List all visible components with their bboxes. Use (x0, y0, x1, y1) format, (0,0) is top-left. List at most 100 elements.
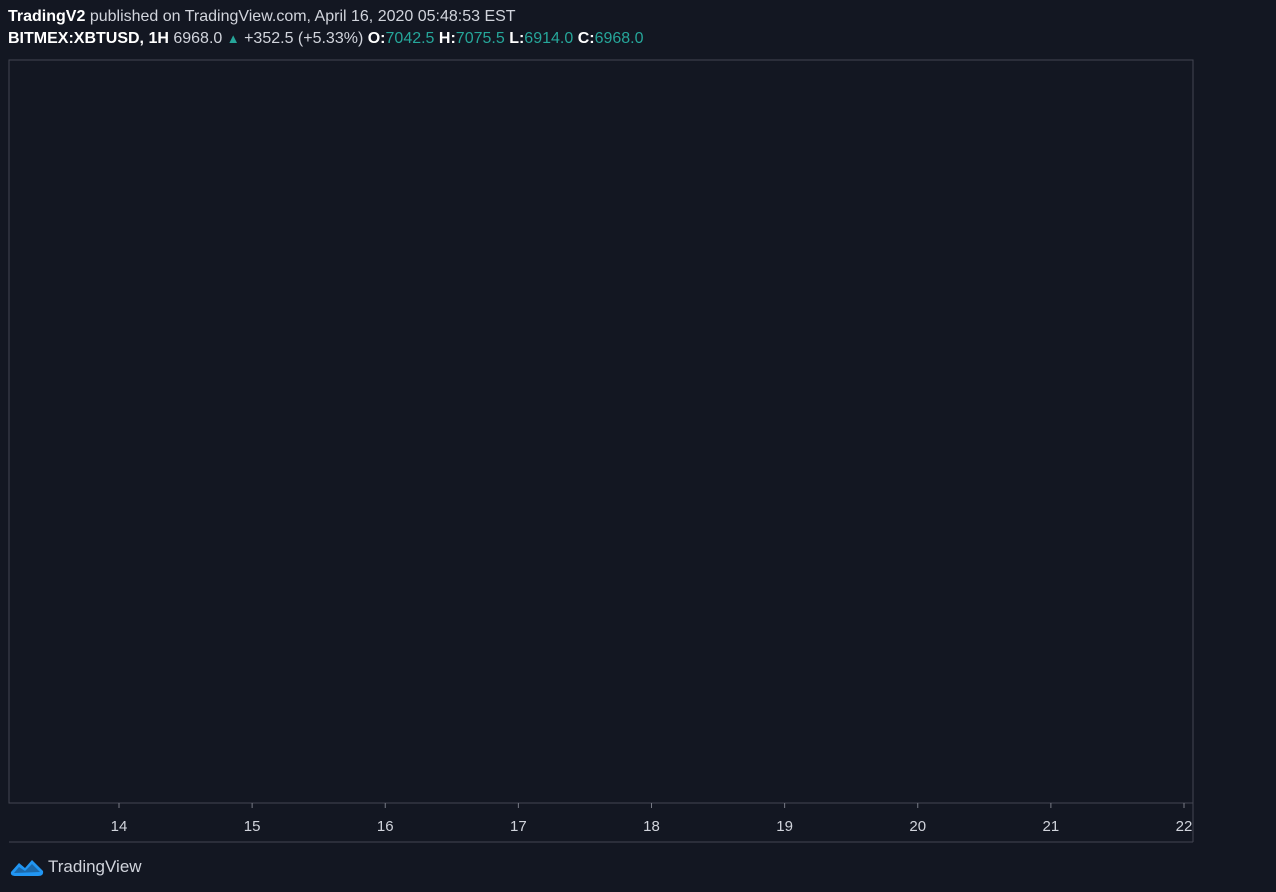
candle[interactable] (42, 0, 45, 61)
ohlc-line: BITMEX:XBTUSD, 1H 6968.0 ▲ +352.5 (+5.33… (8, 28, 1268, 50)
candle[interactable] (314, 0, 317, 61)
candle[interactable] (225, 0, 228, 61)
candle[interactable] (25, 0, 28, 61)
candle[interactable] (192, 0, 195, 61)
candle[interactable] (419, 0, 422, 61)
candle[interactable] (336, 0, 339, 61)
candle[interactable] (175, 0, 178, 61)
candle[interactable] (125, 0, 128, 61)
candle[interactable] (386, 0, 389, 61)
candle[interactable] (364, 0, 367, 61)
candle[interactable] (136, 0, 139, 61)
candle[interactable] (270, 0, 273, 61)
candle[interactable] (81, 0, 84, 61)
candle[interactable] (59, 0, 62, 61)
candle[interactable] (342, 0, 345, 61)
candle[interactable] (92, 0, 95, 61)
candle[interactable] (292, 0, 295, 61)
candle[interactable] (75, 0, 78, 61)
candle[interactable] (103, 0, 106, 61)
candle[interactable] (319, 0, 322, 61)
candle[interactable] (236, 0, 239, 61)
candle[interactable] (264, 0, 267, 61)
candle[interactable] (297, 0, 300, 61)
candle[interactable] (403, 0, 406, 61)
candle[interactable] (397, 0, 400, 61)
x-tick-label: 17 (510, 818, 527, 835)
candle[interactable] (153, 0, 156, 61)
published-info: published on TradingView.com, April 16, … (89, 8, 516, 25)
chart-header: TradingV2 published on TradingView.com, … (8, 6, 1268, 50)
low-value: 6914.0 (524, 30, 574, 47)
candle[interactable] (114, 0, 117, 61)
x-tick-label: 16 (377, 818, 394, 835)
candle[interactable] (258, 0, 261, 61)
candles[interactable] (25, 0, 439, 61)
candle[interactable] (242, 0, 245, 61)
x-tick-label: 15 (244, 818, 261, 835)
tradingview-brand[interactable]: TradingView (48, 857, 142, 876)
candle[interactable] (380, 0, 383, 61)
candle[interactable] (37, 0, 40, 61)
close-label: C: (577, 30, 595, 47)
candle[interactable] (331, 0, 334, 61)
candle[interactable] (430, 0, 433, 61)
candle[interactable] (425, 0, 428, 61)
high-value: 7075.5 (455, 30, 505, 47)
candle[interactable] (353, 0, 356, 61)
x-tick-label: 20 (909, 818, 926, 835)
candle[interactable] (220, 0, 223, 61)
up-triangle-icon: ▲ (226, 31, 240, 46)
candle[interactable] (375, 0, 378, 61)
footer: TradingView (10, 854, 142, 880)
candle[interactable] (159, 0, 162, 61)
candle[interactable] (164, 0, 167, 61)
candle[interactable] (48, 0, 51, 61)
open-value: 7042.5 (385, 30, 435, 47)
candle[interactable] (31, 0, 34, 61)
candle[interactable] (358, 0, 361, 61)
candle[interactable] (53, 0, 56, 61)
candle[interactable] (186, 0, 189, 61)
candle[interactable] (181, 0, 184, 61)
candle[interactable] (70, 0, 73, 61)
tradingview-logo-icon[interactable] (10, 856, 44, 878)
candle[interactable] (247, 0, 250, 61)
candle[interactable] (170, 0, 173, 61)
candle[interactable] (64, 0, 67, 61)
low-label: L: (509, 30, 525, 47)
candle[interactable] (109, 0, 112, 61)
candle[interactable] (392, 0, 395, 61)
candle[interactable] (197, 0, 200, 61)
candle[interactable] (208, 0, 211, 61)
candle[interactable] (436, 0, 439, 61)
candle[interactable] (408, 0, 411, 61)
candle[interactable] (414, 0, 417, 61)
candle[interactable] (142, 0, 145, 61)
candle[interactable] (214, 0, 217, 61)
publish-line: TradingV2 published on TradingView.com, … (8, 6, 1268, 28)
time-axis[interactable]: 14 15 16 17 18 19 20 21 22 (111, 803, 1193, 835)
candle[interactable] (86, 0, 89, 61)
candle[interactable] (308, 0, 311, 61)
symbol-label[interactable]: BITMEX:XBTUSD, 1H (8, 30, 169, 47)
candle[interactable] (253, 0, 256, 61)
author-name[interactable]: TradingV2 (8, 8, 86, 25)
candle[interactable] (120, 0, 123, 61)
candle[interactable] (131, 0, 134, 61)
candle[interactable] (147, 0, 150, 61)
candle[interactable] (369, 0, 372, 61)
candle[interactable] (98, 0, 101, 61)
x-tick-label: 18 (643, 818, 660, 835)
candle[interactable] (203, 0, 206, 61)
candle[interactable] (347, 0, 350, 61)
high-label: H: (438, 30, 456, 47)
x-tick-label: 19 (776, 818, 793, 835)
candle[interactable] (281, 0, 284, 61)
candle[interactable] (325, 0, 328, 61)
candle[interactable] (231, 0, 234, 61)
candle[interactable] (303, 0, 306, 61)
candle[interactable] (286, 0, 289, 61)
candle[interactable] (275, 0, 278, 61)
